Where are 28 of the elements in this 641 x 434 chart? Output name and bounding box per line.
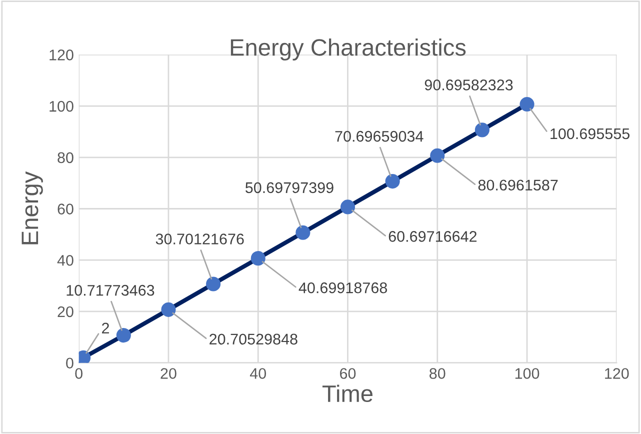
- x-tick-label: 40: [250, 368, 266, 379]
- data-label: 10.71773463: [66, 284, 154, 296]
- y-tick-label: 100: [50, 100, 74, 112]
- x-tick-label: 60: [340, 368, 356, 379]
- data-label: 20.70529848: [210, 334, 298, 345]
- x-tick-label: 0: [75, 368, 82, 379]
- data-label: 2: [102, 322, 109, 334]
- data-label: 40.69918768: [298, 282, 387, 294]
- y-tick-label: 0: [66, 358, 74, 369]
- x-tick-label: 100: [515, 368, 540, 379]
- data-label: 100.695555: [550, 128, 630, 140]
- y-tick-label: 20: [58, 306, 74, 318]
- y-tick-label: 120: [50, 50, 74, 60]
- y-tick-label: 40: [57, 254, 74, 266]
- data-label: 90.69582323: [424, 80, 513, 90]
- chart-title: Energy Characteristics: [230, 38, 466, 60]
- x-tick-label: 120: [605, 368, 629, 379]
- data-label: 70.69659034: [335, 130, 424, 142]
- data-label: 80.6961587: [478, 180, 558, 191]
- x-tick-label: 80: [430, 368, 446, 379]
- data-label: 30.70121676: [156, 234, 244, 244]
- y-tick-label: 60: [58, 204, 74, 214]
- x-tick-label: 20: [160, 368, 176, 379]
- y-axis-title: Energy: [22, 171, 43, 244]
- x-axis-title: Time: [322, 384, 372, 402]
- data-label: 50.69797399: [245, 182, 334, 194]
- data-label: 60.69716642: [388, 231, 477, 242]
- y-tick-label: 80: [58, 152, 74, 164]
